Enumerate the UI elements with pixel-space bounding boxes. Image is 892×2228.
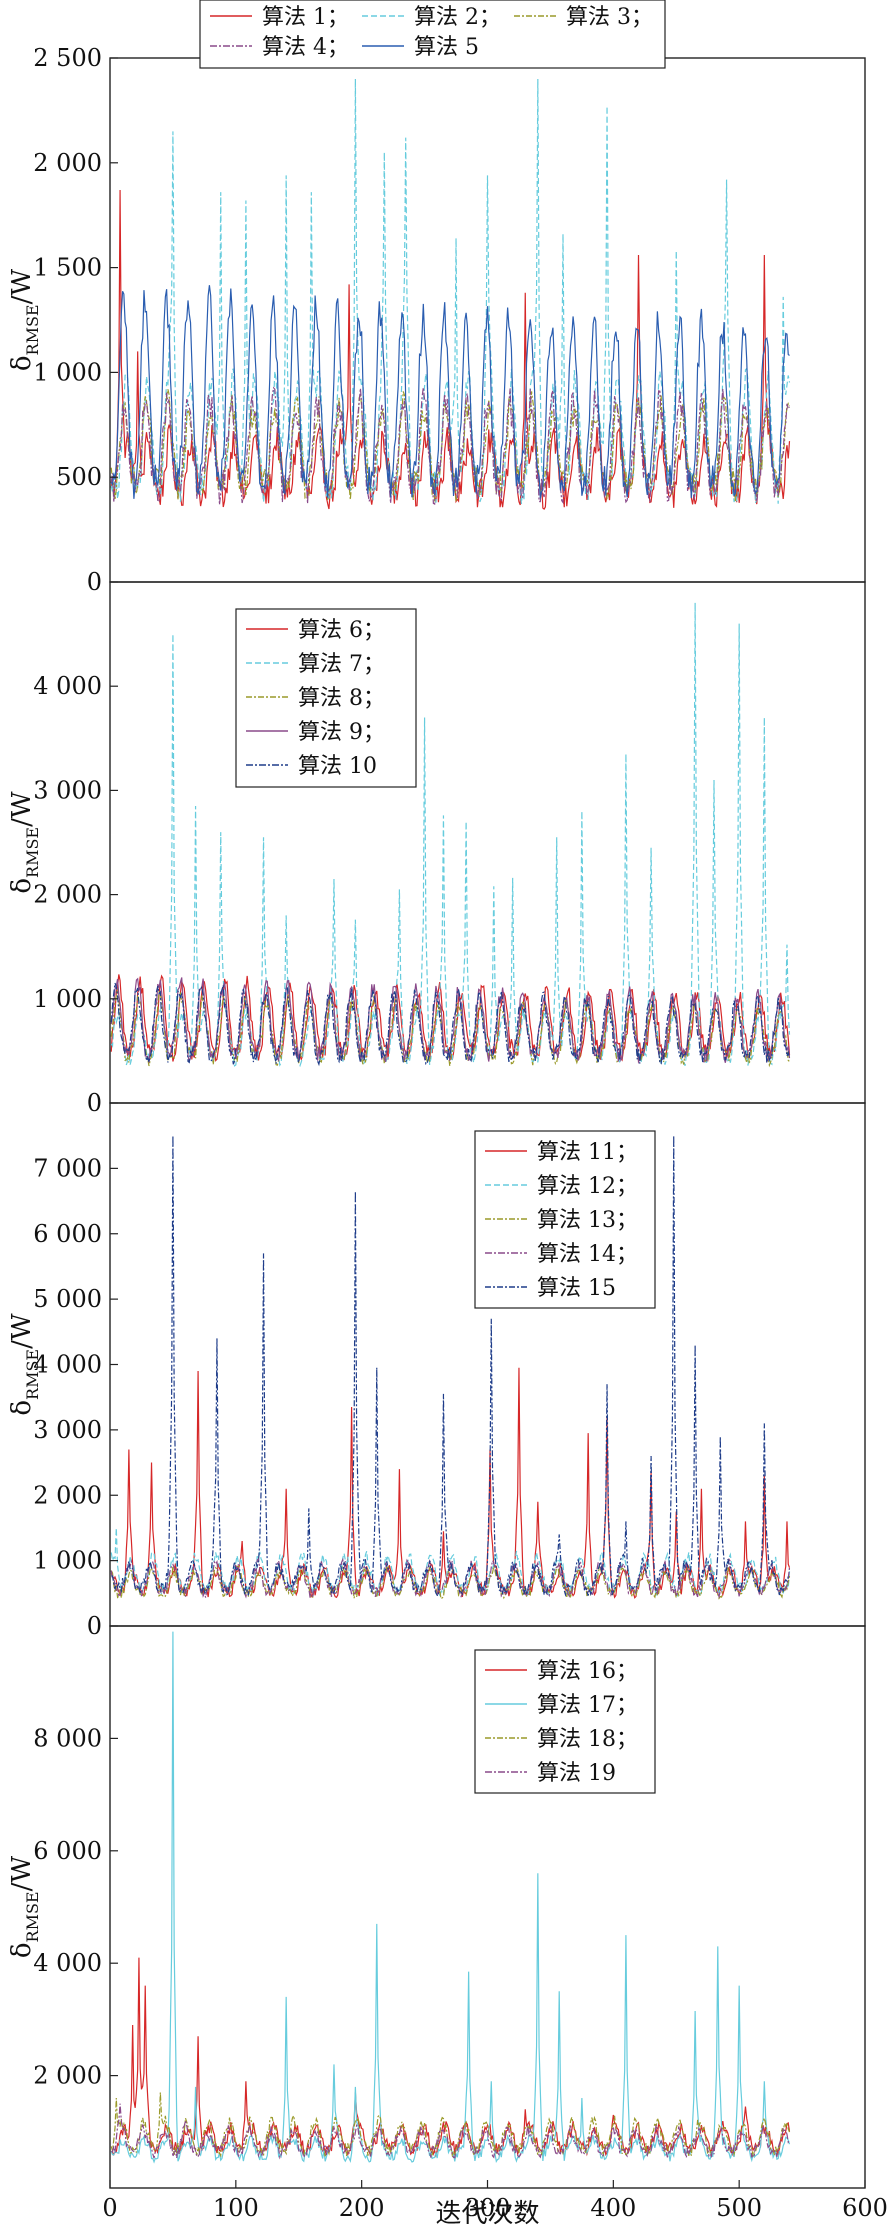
y-tick-label: 2 000: [33, 2062, 102, 2090]
legend-3: 算法 11； 算法 12； 算法 13； 算法 14； 算法 15: [474, 1130, 656, 1309]
legend-entry-label: 算法 1；: [262, 5, 349, 30]
y-tick-label: 1 000: [33, 985, 102, 1013]
y-tick-label: 6 000: [33, 1837, 102, 1865]
y-tick-label: 8 000: [33, 1724, 102, 1752]
legend-entry-label: 算法 11；: [537, 1140, 638, 1165]
y-tick-label: 4 000: [33, 1949, 102, 1977]
series-line-4-2: [110, 1631, 791, 2164]
y-tick-label: 0: [87, 1612, 102, 1640]
x-tick-label: 100: [213, 2194, 259, 2222]
legend-1: 算法 1； 算法 2； 算法 3； 算法 4； 算法 5: [199, 0, 666, 69]
series-line-3-5: [111, 1135, 790, 1597]
series-line-2-5: [110, 982, 791, 1067]
legend-entry-label: 算法 19: [537, 1761, 616, 1786]
legend-entry-label: 算法 5: [414, 35, 479, 60]
y-tick-label: 1 000: [33, 358, 102, 386]
legend-entry-label: 算法 16；: [537, 1659, 638, 1684]
y-tick-label: 3 000: [33, 776, 102, 804]
x-tick-label: 300: [465, 2194, 511, 2222]
y-tick-label: 1 500: [33, 254, 102, 282]
y-tick-label: 4 000: [33, 1351, 102, 1379]
y-tick-label: 0: [87, 1089, 102, 1117]
legend-entry-label: 算法 14；: [537, 1242, 638, 1267]
y-tick-label: 2 000: [33, 149, 102, 177]
series-line-1-2: [110, 78, 791, 505]
legend-4: 算法 16； 算法 17； 算法 18； 算法 19: [474, 1649, 656, 1794]
y-tick-label: 3 000: [33, 1416, 102, 1444]
legend-entry-label: 算法 9；: [298, 720, 385, 745]
legend-2: 算法 6； 算法 7； 算法 8； 算法 9； 算法 10: [235, 608, 417, 788]
y-axis-label: δRMSE/W: [7, 1856, 42, 1958]
legend-entry-label: 算法 17；: [537, 1693, 638, 1718]
y-tick-label: 2 000: [33, 881, 102, 909]
y-tick-label: 7 000: [33, 1154, 102, 1182]
series-line-1-4: [110, 386, 790, 505]
legend-entry-label: 算法 13；: [537, 1208, 638, 1233]
y-axis-label: δRMSE/W: [7, 1313, 42, 1415]
y-tick-label: 6 000: [33, 1220, 102, 1248]
legend-entry-label: 算法 15: [537, 1276, 616, 1301]
chart-panel-4: 2 000 4 000 6 000 8 000 δRMSE/W 0 100 200 300 400…: [7, 1625, 888, 2228]
series-line-4-4: [111, 2103, 790, 2160]
y-tick-label: 1 000: [33, 1547, 102, 1575]
chart-panel-1: 0 500 1 000 1 500 2 000 2 500 δRMSE/W 算法 1； 算法 2…: [7, 0, 866, 596]
x-tick-label: 500: [716, 2194, 762, 2222]
legend-entry-label: 算法 6；: [298, 618, 385, 643]
x-tick-label: 600: [842, 2194, 888, 2222]
legend-entry-label: 算法 8；: [298, 686, 385, 711]
x-tick-label: 400: [590, 2194, 636, 2222]
series-line-3-1: [110, 1367, 791, 1599]
legend-entry-label: 算法 4；: [262, 35, 349, 60]
series-line-4-3: [110, 2092, 791, 2158]
x-axis-label: 迭代次数: [435, 2199, 539, 2228]
legend-entry-label: 算法 7；: [298, 652, 385, 677]
x-tick-label: 200: [339, 2194, 385, 2222]
chart-panel-3: 0 1 000 2 000 3 000 4 000 5 000 6 000 7 000 δRMS…: [7, 1102, 866, 1640]
x-tick-label: 0: [102, 2194, 117, 2222]
legend-entry-label: 算法 18；: [537, 1727, 638, 1752]
y-tick-label: 4 000: [33, 672, 102, 700]
series-line-1-5: [110, 285, 790, 499]
series-line-1-3: [110, 389, 791, 503]
y-tick-label: 0: [87, 568, 102, 596]
y-tick-label: 2 500: [33, 44, 102, 72]
y-tick-label: 500: [56, 463, 102, 491]
y-tick-label: 5 000: [33, 1285, 102, 1313]
y-tick-label: 2 000: [33, 1481, 102, 1509]
series-line-1-1: [110, 190, 791, 510]
legend-entry-label: 算法 3；: [566, 5, 653, 30]
y-axis-label: δRMSE/W: [7, 269, 42, 371]
legend-entry-label: 算法 10: [298, 754, 377, 779]
y-axis-label: δRMSE/W: [7, 791, 42, 893]
series-line-4-1: [110, 1957, 791, 2158]
legend-entry-label: 算法 12；: [537, 1174, 638, 1199]
legend-entry-label: 算法 2；: [414, 5, 501, 30]
plot-frame-2: [109, 581, 866, 1104]
series-line-2-2: [110, 602, 791, 1068]
